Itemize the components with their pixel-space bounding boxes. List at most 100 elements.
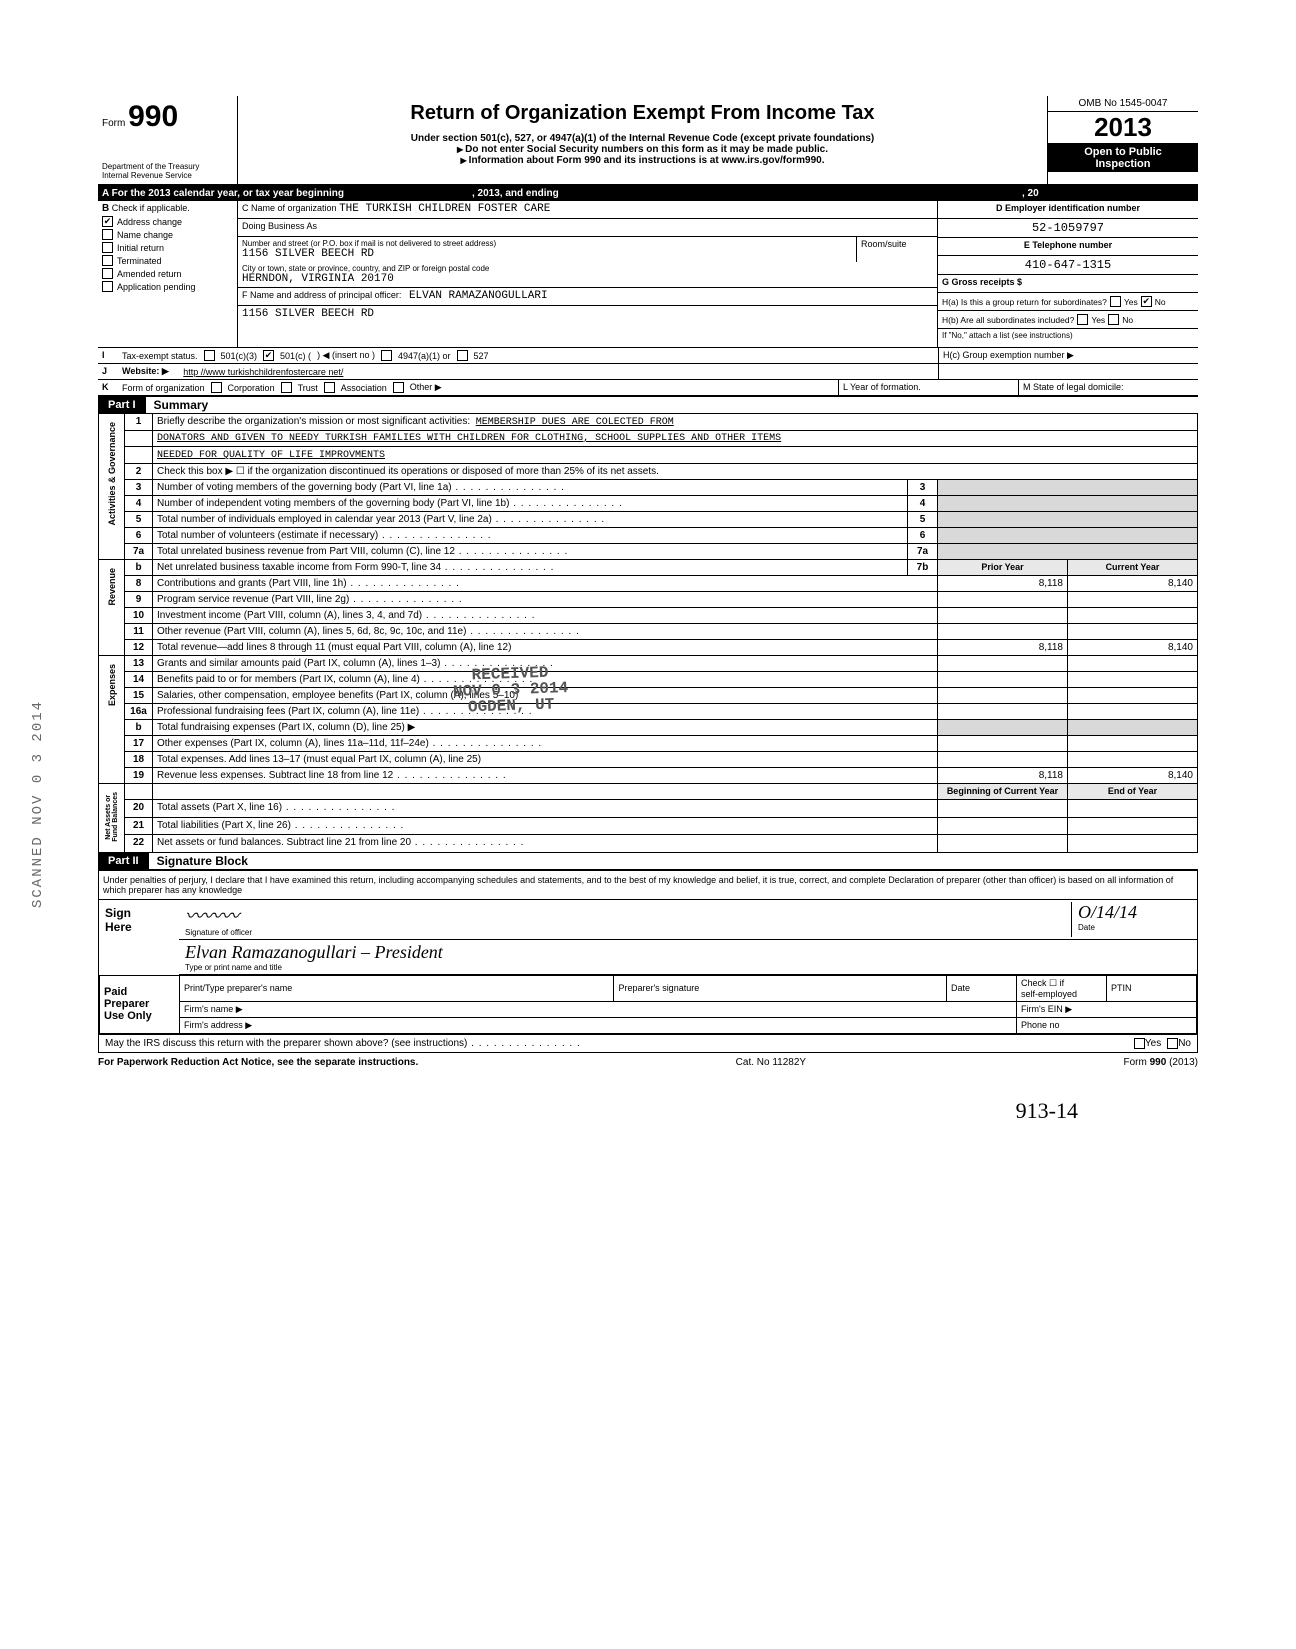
side-rev: Revenue: [107, 562, 117, 612]
chk-501c3[interactable]: [204, 350, 215, 361]
d12: Total revenue—add lines 8 through 11 (mu…: [153, 640, 938, 656]
d8: Contributions and grants (Part VIII, lin…: [153, 576, 938, 592]
b-item-3: Terminated: [117, 256, 162, 266]
chk-app-pending[interactable]: Application pending: [102, 281, 233, 292]
city-label: City or town, state or province, country…: [242, 264, 933, 273]
n16a: 16a: [125, 704, 153, 720]
n4: 4: [125, 496, 153, 512]
b-item-1: Name change: [117, 230, 173, 240]
h-note: If "No," attach a list (see instructions…: [938, 329, 1198, 347]
typed-name: Elvan Ramazanogullari – President: [185, 942, 1191, 963]
chk-trust[interactable]: [281, 382, 292, 393]
opt-501c-open: 501(c) (: [280, 351, 311, 361]
opt-501c-close: ) ◀ (insert no ): [317, 350, 375, 361]
c-name-lbl: C Name of organization: [242, 203, 337, 213]
tax-year: 2013: [1048, 112, 1198, 144]
d19: Revenue less expenses. Subtract line 18 …: [153, 768, 938, 784]
chk-amended[interactable]: Amended return: [102, 268, 233, 279]
b5: 5: [908, 512, 938, 528]
d20: Total assets (Part X, line 16): [153, 800, 938, 817]
chk-other[interactable]: [393, 382, 404, 393]
m-label: M State of legal domicile:: [1018, 380, 1198, 395]
addr-label: Number and street (or P.O. box if mail i…: [242, 239, 852, 248]
chk-527[interactable]: [457, 350, 468, 361]
room-label: Room/suite: [857, 237, 937, 262]
side-gov: Activities & Governance: [107, 416, 117, 532]
py8: 8,118: [938, 576, 1068, 592]
yes-lbl: Yes: [1145, 1038, 1161, 1049]
form-number: 990: [128, 100, 178, 133]
opt-501c3: 501(c)(3): [221, 351, 258, 361]
sig-lbl: Signature of officer: [185, 928, 1071, 937]
chk-corp[interactable]: [211, 382, 222, 393]
chk-terminated[interactable]: Terminated: [102, 255, 233, 266]
col-b: B Check if applicable. ✔Address change N…: [98, 201, 238, 347]
d3: Number of voting members of the governin…: [153, 480, 908, 496]
d10: Investment income (Part VIII, column (A)…: [153, 608, 938, 624]
chk-assoc[interactable]: [324, 382, 335, 393]
cy19: 8,140: [1068, 768, 1198, 784]
b7b: 7b: [908, 560, 938, 576]
chk-discuss-yes[interactable]: [1134, 1038, 1145, 1049]
b-item-2: Initial return: [117, 243, 164, 253]
chk-address-change[interactable]: ✔Address change: [102, 216, 233, 227]
summary-table: Activities & Governance 1 Briefly descri…: [98, 413, 1198, 853]
row-a-mid: , 2013, and ending: [468, 186, 1018, 201]
footer-right-prefix: Form: [1124, 1057, 1150, 1068]
officer-addr: 1156 SILVER BEECH RD: [242, 308, 374, 320]
chk-discuss-no[interactable]: [1167, 1038, 1178, 1049]
open-public-2: Inspection: [1050, 158, 1196, 170]
date-lbl: Date: [1078, 923, 1191, 932]
discuss-q: May the IRS discuss this return with the…: [105, 1038, 1134, 1049]
d-label: D Employer identification number: [938, 201, 1198, 219]
d14: Benefits paid to or for members (Part IX…: [157, 674, 420, 685]
d17: Other expenses (Part IX, column (A), lin…: [153, 736, 938, 752]
prep-lbl: Preparer: [104, 998, 175, 1010]
officer-name: ELVAN RAMAZANOGULLARI: [409, 290, 548, 302]
d15: Salaries, other compensation, employee b…: [153, 688, 938, 704]
n21: 21: [125, 817, 153, 834]
b4: 4: [908, 496, 938, 512]
d9: Program service revenue (Part VIII, line…: [153, 592, 938, 608]
perjury-text: Under penalties of perjury, I declare th…: [99, 871, 1197, 900]
pt-name: Print/Type preparer's name: [180, 975, 614, 1001]
d7b: Net unrelated business taxable income fr…: [153, 560, 908, 576]
chk-name-change[interactable]: Name change: [102, 229, 233, 240]
sign-here-row: Sign Here 〰〰〰 Signature of officer O/14/…: [99, 900, 1197, 975]
n8: 8: [125, 576, 153, 592]
paid-lbl: Paid: [104, 986, 175, 998]
chk-initial-return[interactable]: Initial return: [102, 242, 233, 253]
info-note: Information about Form 990 and its instr…: [244, 155, 1041, 166]
signature-block: Under penalties of perjury, I declare th…: [98, 869, 1198, 1053]
h-b: H(b) Are all subordinates included?YesNo: [938, 311, 1198, 329]
n14: 14: [125, 672, 153, 688]
l1b: DONATORS AND GIVEN TO NEEDY TURKISH FAMI…: [153, 431, 1198, 447]
chk-501c[interactable]: ✔: [263, 350, 274, 361]
b-item-4: Amended return: [117, 269, 182, 279]
py19: 8,118: [938, 768, 1068, 784]
part-ii-bar: Part II Signature Block: [98, 853, 1198, 869]
d16a: Professional fundraising fees (Part IX, …: [153, 704, 938, 720]
type-lbl: Type or print name and title: [185, 963, 1191, 972]
row-k: K Form of organization Corporation Trust…: [98, 380, 1198, 397]
letter-i: I: [98, 348, 118, 363]
l1c: NEEDED FOR QUALITY OF LIFE IMPROVMENTS: [157, 450, 385, 461]
org-name: THE TURKISH CHILDREN FOSTER CARE: [339, 203, 550, 215]
i-label: Tax-exempt status.: [122, 351, 198, 361]
firm-ein: Firm's EIN ▶: [1017, 1001, 1197, 1017]
part-ii-name: Signature Block: [149, 854, 248, 868]
d11: Other revenue (Part VIII, column (A), li…: [153, 624, 938, 640]
k-corp: Corporation: [228, 383, 275, 393]
ptin-lbl: PTIN: [1107, 975, 1197, 1001]
open-public: Open to Public Inspection: [1048, 144, 1198, 172]
n5: 5: [125, 512, 153, 528]
side-exp: Expenses: [107, 658, 117, 712]
boy-hdr: Beginning of Current Year: [938, 784, 1068, 800]
side-net: Net Assets or Fund Balances: [105, 786, 119, 848]
letter-k: K: [98, 380, 118, 395]
chk-4947[interactable]: [381, 350, 392, 361]
part-i-name: Summary: [146, 398, 209, 412]
part-i-bar: Part I Summary: [98, 397, 1198, 413]
d4: Number of independent voting members of …: [153, 496, 908, 512]
here-lbl: Here: [105, 920, 173, 934]
